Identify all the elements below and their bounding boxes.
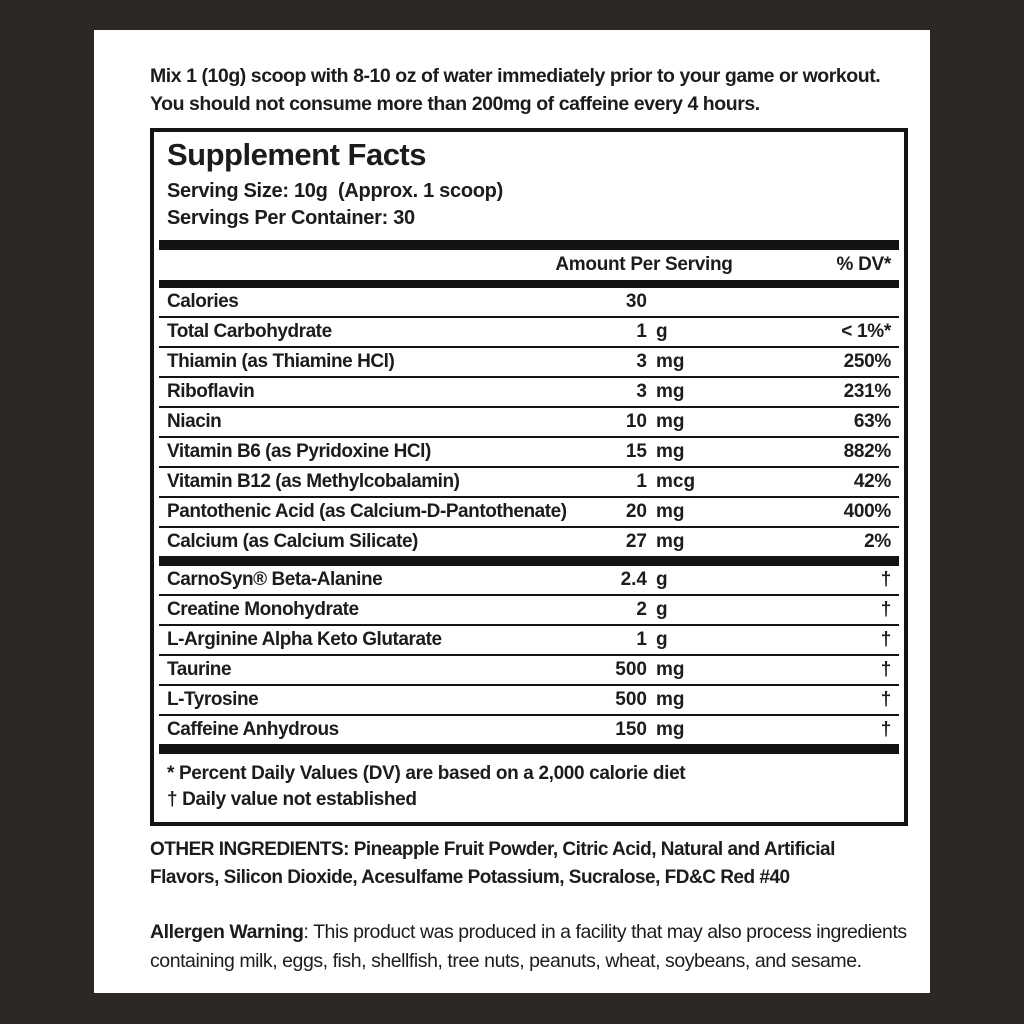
ingredient-name: L-Tyrosine: [167, 689, 259, 710]
amount-unit: mg: [656, 381, 685, 402]
daily-value: 42%: [853, 471, 891, 492]
amount-value: 150: [615, 719, 647, 740]
amount-value: 30: [625, 291, 647, 312]
amount-unit: mcg: [656, 471, 696, 492]
divider-top: [159, 240, 899, 250]
table-row-pantothenic-acid: Pantothenic Acid (as Calcium-D-Pantothen…: [159, 496, 899, 526]
nutrient-name: Calcium (as Calcium Silicate): [167, 531, 418, 552]
nutrient-name: Vitamin B6 (as Pyridoxine HCl): [167, 441, 431, 462]
table-row-taurine: Taurine 500 mg †: [159, 654, 899, 684]
daily-value: †: [880, 719, 892, 740]
table-row-niacin: Niacin 10 mg 63%: [159, 406, 899, 436]
amount-value: 27: [625, 531, 647, 552]
ingredient-name: Creatine Monohydrate: [167, 599, 359, 620]
daily-value: †: [880, 569, 892, 590]
amount-value: 1: [636, 471, 647, 492]
column-header-dv: % DV*: [836, 254, 892, 275]
divider-under-header: [159, 280, 899, 288]
daily-value: 231%: [843, 381, 892, 402]
nutrient-name: Niacin: [167, 411, 222, 432]
nutrient-name: Calories: [167, 291, 239, 312]
ingredient-name: Caffeine Anhydrous: [167, 719, 339, 740]
amount-value: 3: [636, 351, 647, 372]
daily-value: †: [880, 659, 892, 680]
amount-unit: mg: [656, 719, 685, 740]
facts-table: Amount Per Serving % DV* Calories 30 Tot…: [159, 240, 899, 754]
nutrient-name: Pantothenic Acid (as Calcium-D-Pantothen…: [167, 501, 567, 522]
serving-size-text: Serving Size: 10g (Approx. 1 scoop): [167, 180, 503, 202]
amount-unit: mg: [656, 411, 685, 432]
amount-unit: g: [656, 629, 668, 650]
ingredient-name: L-Arginine Alpha Keto Glutarate: [167, 629, 442, 650]
daily-value: 882%: [843, 441, 892, 462]
daily-value: 400%: [843, 501, 892, 522]
directions-text: Mix 1 (10g) scoop with 8-10 oz of water …: [150, 65, 881, 115]
amount-value: 10: [625, 411, 647, 432]
table-row-thiamin: Thiamin (as Thiamine HCl) 3 mg 250%: [159, 346, 899, 376]
daily-value: 63%: [853, 411, 891, 432]
divider-bottom: [159, 744, 899, 754]
amount-unit: g: [656, 599, 668, 620]
column-header-amount: Amount Per Serving: [555, 254, 733, 275]
table-row-beta-alanine: CarnoSyn® Beta-Alanine 2.4 g †: [159, 566, 899, 594]
amount-unit: mg: [656, 351, 685, 372]
amount-value: 2.4: [620, 569, 647, 590]
amount-value: 500: [615, 689, 647, 710]
daily-value: 250%: [843, 351, 892, 372]
daily-value: †: [880, 689, 892, 710]
table-row-riboflavin: Riboflavin 3 mg 231%: [159, 376, 899, 406]
supplement-facts-panel: Supplement Facts Serving Size: 10g (Appr…: [150, 128, 908, 826]
amount-value: 500: [615, 659, 647, 680]
nutrient-name: Vitamin B12 (as Methylcobalamin): [167, 471, 460, 492]
allergen-warning: Allergen Warning: This product was produ…: [150, 918, 910, 976]
table-header-row: Amount Per Serving % DV*: [159, 250, 899, 280]
amount-unit: g: [656, 321, 668, 342]
amount-unit: g: [656, 569, 668, 590]
footnote-dagger: † Daily value not established: [167, 789, 417, 810]
amount-value: 1: [636, 321, 647, 342]
other-ingredients-text: OTHER INGREDIENTS: Pineapple Fruit Powde…: [150, 839, 835, 888]
divider-section: [159, 556, 899, 566]
table-row-caffeine: Caffeine Anhydrous 150 mg †: [159, 714, 899, 744]
daily-value: †: [880, 599, 892, 620]
allergen-warning-text: : This product was produced in a facilit…: [150, 921, 907, 972]
amount-unit: mg: [656, 659, 685, 680]
daily-value: †: [880, 629, 892, 650]
ingredient-name: Taurine: [167, 659, 232, 680]
ingredient-rows-section: CarnoSyn® Beta-Alanine 2.4 g † Creatine M…: [159, 566, 899, 744]
table-row-calcium: Calcium (as Calcium Silicate) 27 mg 2%: [159, 526, 899, 556]
label-card: Mix 1 (10g) scoop with 8-10 oz of water …: [94, 30, 930, 993]
table-row-calories: Calories 30: [159, 288, 899, 316]
footnotes: * Percent Daily Values (DV) are based on…: [154, 754, 904, 822]
ingredient-name: CarnoSyn® Beta-Alanine: [167, 569, 383, 590]
facts-header: Supplement Facts Serving Size: 10g (Appr…: [154, 132, 904, 232]
nutrient-name: Thiamin (as Thiamine HCl): [167, 351, 395, 372]
table-row-vitamin-b12: Vitamin B12 (as Methylcobalamin) 1 mcg 42…: [159, 466, 899, 496]
amount-unit: mg: [656, 531, 685, 552]
amount-value: 3: [636, 381, 647, 402]
amount-unit: mg: [656, 441, 685, 462]
amount-value: 2: [636, 599, 647, 620]
nutrient-name: Total Carbohydrate: [167, 321, 332, 342]
footnote-daily-values: * Percent Daily Values (DV) are based on…: [167, 763, 686, 784]
servings-per-container-text: Servings Per Container: 30: [167, 207, 415, 229]
allergen-warning-label: Allergen Warning: [150, 921, 304, 943]
amount-unit: mg: [656, 689, 685, 710]
amount-value: 15: [625, 441, 647, 462]
amount-value: 1: [636, 629, 647, 650]
nutrient-name: Riboflavin: [167, 381, 255, 402]
table-row-tyrosine: L-Tyrosine 500 mg †: [159, 684, 899, 714]
daily-value: < 1%*: [841, 321, 891, 342]
daily-value: 2%: [864, 531, 891, 552]
amount-value: 20: [625, 501, 647, 522]
supplement-facts-title: Supplement Facts: [167, 137, 427, 172]
amount-unit: mg: [656, 501, 685, 522]
table-row-vitamin-b6: Vitamin B6 (as Pyridoxine HCl) 15 mg 882%: [159, 436, 899, 466]
